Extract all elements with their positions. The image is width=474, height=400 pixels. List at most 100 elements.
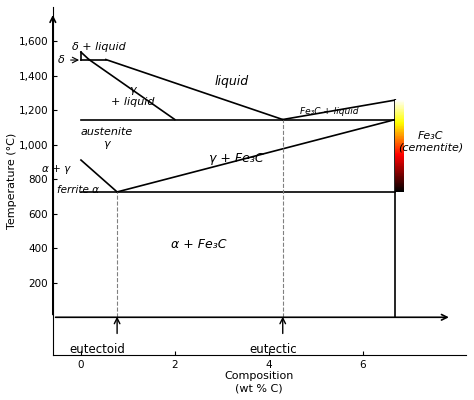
Bar [395, 105, 404, 106]
Bar [395, 167, 404, 168]
Bar [395, 185, 404, 186]
Bar [395, 116, 404, 117]
Bar [395, 138, 404, 139]
Bar [395, 106, 404, 107]
Bar [395, 161, 404, 162]
Bar [395, 112, 404, 113]
Bar [395, 129, 404, 130]
Bar [395, 163, 404, 164]
Text: ferrite α: ferrite α [56, 185, 99, 195]
Bar [395, 186, 404, 187]
Bar [395, 115, 404, 116]
Bar [395, 154, 404, 155]
Bar [395, 122, 404, 123]
Bar [395, 189, 404, 190]
Text: Fe₃C
(cementite): Fe₃C (cementite) [398, 131, 463, 152]
Bar [395, 182, 404, 183]
Bar [395, 127, 404, 128]
Bar [395, 140, 404, 141]
Bar [395, 137, 404, 138]
Bar [395, 142, 404, 143]
Bar [395, 135, 404, 136]
Bar [395, 184, 404, 185]
Bar [395, 130, 404, 131]
Bar [395, 188, 404, 189]
Bar [395, 157, 404, 158]
Bar [395, 172, 404, 173]
Bar [395, 132, 404, 133]
Bar [395, 117, 404, 118]
Bar [395, 168, 404, 169]
Bar [395, 110, 404, 111]
Bar [395, 158, 404, 159]
Bar [395, 107, 404, 108]
Bar [395, 133, 404, 134]
Text: eutectoid: eutectoid [70, 343, 125, 356]
Bar [395, 177, 404, 178]
Bar [395, 146, 404, 147]
Bar [395, 164, 404, 165]
Bar [395, 101, 404, 102]
Bar [395, 145, 404, 146]
Bar [395, 169, 404, 170]
Bar [395, 191, 404, 192]
Bar [395, 152, 404, 153]
Text: eutectic: eutectic [249, 343, 297, 356]
Bar [395, 118, 404, 119]
Text: γ
+ liquid: γ + liquid [111, 85, 155, 106]
Bar [395, 141, 404, 142]
Bar [395, 181, 404, 182]
Bar [395, 165, 404, 166]
Bar [395, 104, 404, 105]
Bar [395, 143, 404, 144]
Bar [395, 100, 404, 101]
Bar [395, 128, 404, 129]
Bar [395, 148, 404, 149]
Bar [395, 174, 404, 175]
Bar [395, 109, 404, 110]
Bar [395, 113, 404, 114]
Bar [395, 155, 404, 156]
Bar [395, 124, 404, 125]
Bar [395, 153, 404, 154]
Text: α + Fe₃C: α + Fe₃C [171, 238, 226, 251]
Bar [395, 126, 404, 127]
Bar [395, 160, 404, 161]
Text: liquid: liquid [214, 74, 248, 88]
Text: δ + liquid: δ + liquid [72, 42, 126, 52]
Bar [395, 102, 404, 103]
Bar [395, 144, 404, 145]
Bar [395, 151, 404, 152]
Bar [395, 125, 404, 126]
Y-axis label: Temperature (°C): Temperature (°C) [7, 133, 17, 229]
Bar [395, 171, 404, 172]
Bar [395, 178, 404, 179]
Bar [395, 114, 404, 115]
Bar [395, 108, 404, 109]
Bar [395, 139, 404, 140]
Text: austenite
γ: austenite γ [81, 127, 133, 149]
Bar [395, 173, 404, 174]
Bar [395, 123, 404, 124]
Bar [395, 187, 404, 188]
Bar [395, 166, 404, 167]
Bar [395, 111, 404, 112]
Text: γ + Fe₃C: γ + Fe₃C [209, 152, 263, 165]
Bar [395, 175, 404, 176]
Text: α + γ: α + γ [43, 164, 71, 174]
Text: δ: δ [58, 55, 64, 65]
Bar [395, 147, 404, 148]
Bar [395, 149, 404, 150]
Bar [395, 156, 404, 157]
Bar [395, 120, 404, 121]
Bar [395, 179, 404, 180]
Bar [395, 159, 404, 160]
Bar [395, 121, 404, 122]
Bar [395, 190, 404, 191]
Bar [395, 134, 404, 135]
Bar [395, 103, 404, 104]
Bar [395, 170, 404, 171]
Bar [395, 176, 404, 177]
X-axis label: Composition
(wt % C): Composition (wt % C) [225, 372, 294, 393]
Text: Fe₃C + liquid: Fe₃C + liquid [301, 107, 359, 116]
